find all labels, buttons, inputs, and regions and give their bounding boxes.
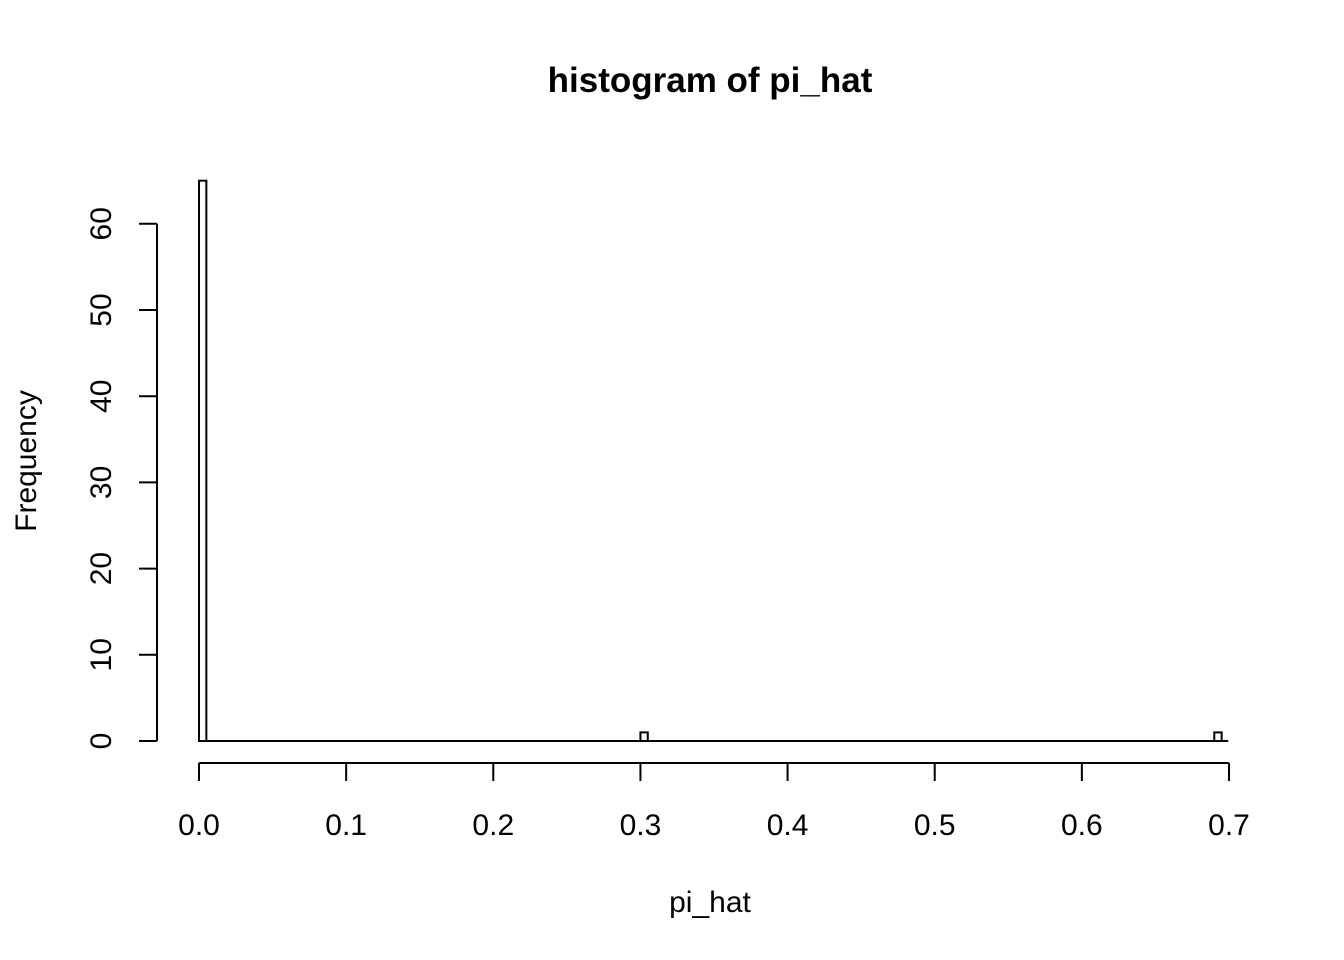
y-axis-label: Frequency <box>10 390 43 532</box>
chart-title: histogram of pi_hat <box>548 61 873 100</box>
x-tick-label: 0.7 <box>1208 809 1250 842</box>
x-tick-label: 0.4 <box>767 809 809 842</box>
x-tick-label: 0.1 <box>325 809 367 842</box>
x-tick-label: 0.6 <box>1061 809 1103 842</box>
histogram-bar <box>639 731 649 743</box>
y-axis: 0 10 20 30 40 50 60 <box>85 207 158 750</box>
y-tick-label: 10 <box>85 638 118 671</box>
y-tick-label: 60 <box>85 207 118 240</box>
y-tick-label: 20 <box>85 552 118 585</box>
y-tick-label: 0 <box>85 733 118 750</box>
histogram-bars <box>198 179 1229 743</box>
x-tick-label: 0.2 <box>472 809 514 842</box>
y-tick-label: 50 <box>85 293 118 326</box>
x-tick-label: 0.3 <box>620 809 662 842</box>
y-tick-label: 30 <box>85 466 118 499</box>
y-tick-label: 40 <box>85 380 118 413</box>
histogram-bar <box>198 179 208 742</box>
x-axis-label: pi_hat <box>669 886 751 919</box>
x-tick-label: 0.5 <box>914 809 956 842</box>
histogram-bar <box>1213 731 1223 743</box>
x-tick-label: 0.0 <box>178 809 220 842</box>
x-axis: 0.0 0.1 0.2 0.3 0.4 0.5 0.6 0.7 <box>178 762 1250 842</box>
